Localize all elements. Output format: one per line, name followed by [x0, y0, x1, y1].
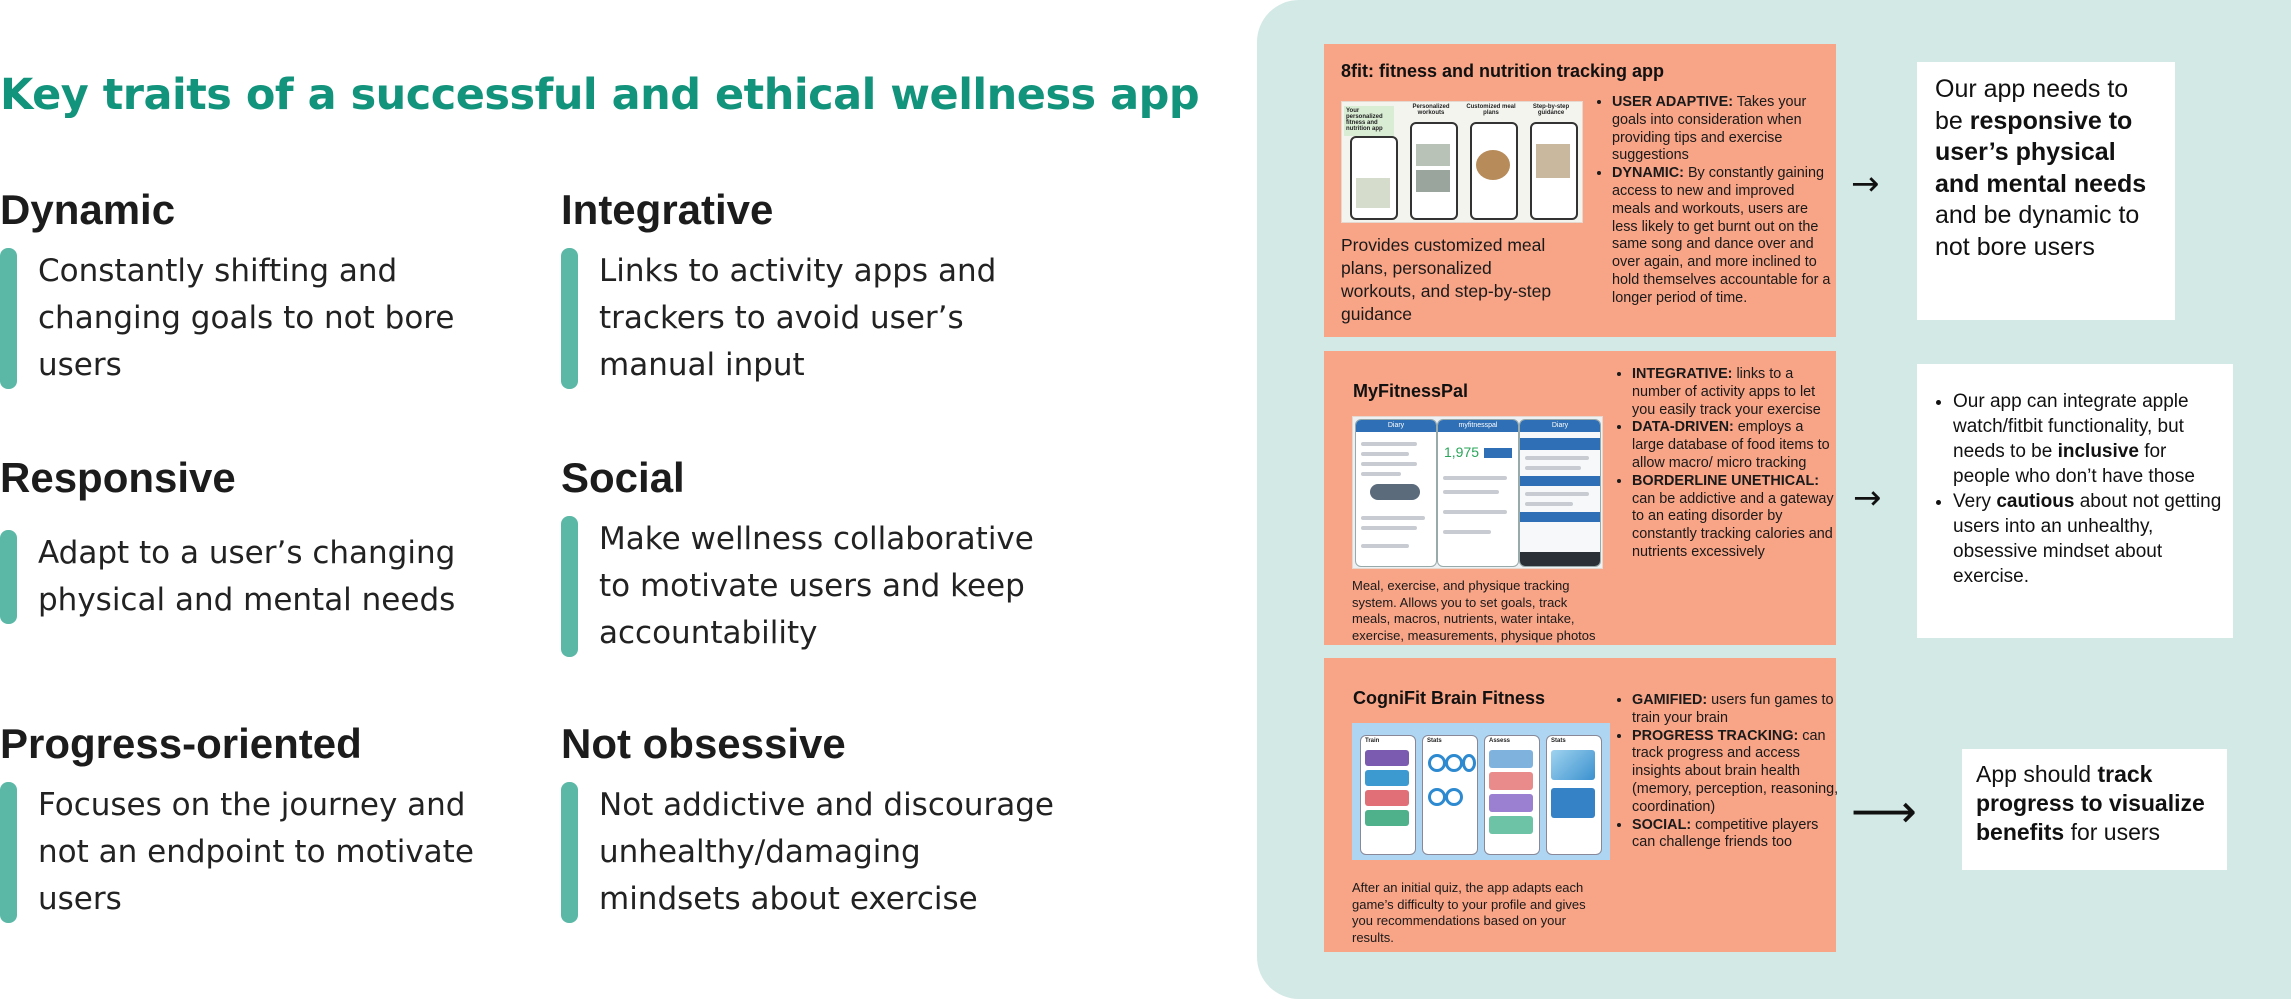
- trait-description: Adapt to a user’s changing physical and …: [38, 535, 456, 618]
- accent-bar: [561, 516, 578, 657]
- app-card-title: CogniFit Brain Fitness: [1353, 688, 1546, 708]
- trait-social: Social Make wellness collaborative to mo…: [561, 454, 1061, 657]
- trait-responsive: Responsive Adapt to a user’s changing ph…: [0, 454, 520, 624]
- app-screenshot: Diary myfitnesspal 1,975 Diary: [1352, 416, 1603, 569]
- app-card-description: After an initial quiz, the app adapts ea…: [1352, 880, 1586, 945]
- screenshot-caption: Personalized workouts: [1412, 104, 1450, 116]
- app-feature-list: USER ADAPTIVE: Takes your goals into con…: [1596, 94, 1834, 308]
- feature-label: GAMIFIED:: [1632, 692, 1708, 708]
- feature-label: DATA-DRIVEN:: [1632, 419, 1734, 436]
- trait-progress-oriented: Progress-oriented Focuses on the journey…: [0, 720, 520, 923]
- arrow-right-icon: →: [1851, 164, 1880, 204]
- trait-heading: Responsive: [0, 454, 236, 501]
- feature-label: USER ADAPTIVE:: [1612, 94, 1733, 110]
- screen-header: Assess: [1489, 738, 1511, 744]
- app-screenshot: Train Stats Assess Stats: [1352, 723, 1610, 860]
- feature-label: DYNAMIC:: [1612, 165, 1684, 182]
- trait-integrative: Integrative Links to activity apps and t…: [561, 186, 1061, 389]
- screen-header: Stats: [1427, 738, 1442, 744]
- trait-dynamic: Dynamic Constantly shifting and changing…: [0, 186, 520, 389]
- takeaway-note-progress: App should track progress to visualize b…: [1962, 749, 2227, 870]
- trait-heading: Progress-oriented: [0, 720, 362, 767]
- feature-item: PROGRESS TRACKING: can track progress an…: [1632, 728, 1844, 817]
- screenshot-caption: Your personalized fitness and nutrition …: [1344, 106, 1394, 136]
- feature-label: PROGRESS TRACKING:: [1632, 727, 1799, 744]
- feature-item: SOCIAL: competitive players can challeng…: [1632, 817, 1844, 853]
- phone-mockup: [1470, 122, 1518, 220]
- app-screenshot: Your personalized fitness and nutrition …: [1341, 101, 1583, 223]
- phone-mockup: Assess: [1484, 735, 1540, 855]
- takeaway-note-responsive: Our app needs to be responsive to user’s…: [1917, 62, 2175, 320]
- phone-mockup: myfitnesspal 1,975: [1437, 419, 1519, 567]
- accent-bar: [0, 782, 17, 923]
- screen-header: Diary: [1356, 420, 1436, 432]
- app-card-title: 8fit: fitness and nutrition tracking app: [1341, 61, 1665, 81]
- phone-mockup: Stats: [1422, 735, 1478, 855]
- feature-text: competitive players can challenge friend…: [1632, 816, 1819, 851]
- feature-item: USER ADAPTIVE: Takes your goals into con…: [1612, 94, 1834, 165]
- app-card-cognifit: CogniFit Brain Fitness Train Stats Asses…: [1324, 658, 1838, 952]
- phone-mockup: Diary: [1519, 419, 1601, 567]
- trait-heading: Integrative: [561, 186, 774, 233]
- trait-heading: Dynamic: [0, 186, 176, 233]
- trait-heading: Not obsessive: [561, 720, 846, 767]
- feature-label: INTEGRATIVE:: [1632, 366, 1733, 382]
- feature-label: BORDERLINE UNETHICAL:: [1632, 472, 1820, 489]
- feature-item: BORDERLINE UNETHICAL: can be addictive a…: [1632, 473, 1838, 562]
- takeaway-note-integrative: Our app can integrate apple watch/fitbit…: [1917, 364, 2233, 638]
- screen-header: Stats: [1551, 738, 1566, 744]
- feature-item: DYNAMIC: By constantly gaining access to…: [1612, 165, 1834, 307]
- phone-mockup: Stats: [1546, 735, 1602, 855]
- trait-not-obsessive: Not obsessive Not addictive and discoura…: [561, 720, 1061, 923]
- screenshot-caption: Step-by-step guidance: [1532, 104, 1570, 116]
- phone-mockup: Diary: [1355, 419, 1437, 567]
- feature-text: By constantly gaining access to new and …: [1612, 165, 1831, 306]
- screen-header: myfitnesspal: [1438, 420, 1518, 432]
- accent-bar: [561, 248, 578, 389]
- screen-header: Train: [1365, 738, 1380, 744]
- feature-item: GAMIFIED: users fun games to train your …: [1632, 692, 1844, 728]
- screen-header: Diary: [1520, 420, 1600, 432]
- phone-mockup: Train: [1360, 735, 1416, 855]
- screenshot-caption: Customized meal plans: [1466, 104, 1516, 116]
- trait-description: Focuses on the journey and not an endpoi…: [38, 787, 474, 917]
- accent-bar: [0, 248, 17, 389]
- phone-mockup: [1530, 122, 1578, 220]
- accent-bar: [561, 782, 578, 923]
- accent-bar: [0, 530, 17, 624]
- trait-description: Constantly shifting and changing goals t…: [38, 253, 455, 383]
- feature-item: DATA-DRIVEN: employs a large database of…: [1632, 419, 1838, 472]
- note-item: Our app can integrate apple watch/fitbit…: [1953, 389, 2223, 489]
- phone-mockup: [1410, 122, 1458, 220]
- feature-text: Takes your goals into consideration when…: [1612, 94, 1807, 164]
- trait-heading: Social: [561, 454, 685, 501]
- trait-description: Not addictive and discourage unhealthy/d…: [599, 787, 1054, 917]
- arrow-right-icon: ⟶: [1851, 784, 1917, 838]
- app-card-description: Provides customized meal plans, personal…: [1341, 235, 1552, 324]
- feature-label: SOCIAL:: [1632, 816, 1692, 833]
- app-card-myfitnesspal: MyFitnessPal Diary myfitnesspal 1,975 Di…: [1324, 351, 1836, 645]
- app-feature-list: GAMIFIED: users fun games to train your …: [1616, 692, 1844, 852]
- trait-description: Make wellness collaborative to motivate …: [599, 521, 1034, 651]
- feature-text: links to a number of activity apps to le…: [1632, 366, 1821, 418]
- app-card-description: Meal, exercise, and physique tracking sy…: [1352, 578, 1596, 643]
- feature-item: INTEGRATIVE: links to a number of activi…: [1632, 366, 1838, 419]
- page-title: Key traits of a successful and ethical w…: [0, 70, 1200, 120]
- feature-text: employs a large database of food items t…: [1632, 419, 1830, 471]
- note-item: Very cautious about not getting users in…: [1953, 489, 2223, 589]
- phone-mockup: [1350, 136, 1398, 220]
- app-feature-list: INTEGRATIVE: links to a number of activi…: [1616, 366, 1838, 562]
- app-card-8fit: 8fit: fitness and nutrition tracking app…: [1324, 44, 1836, 337]
- feature-text: can be addictive and a gateway to an eat…: [1632, 490, 1834, 560]
- feature-text: users fun games to train your brain: [1632, 692, 1834, 726]
- app-card-title: MyFitnessPal: [1353, 381, 1469, 401]
- arrow-right-icon: →: [1853, 478, 1882, 518]
- feature-text: can track progress and access insights a…: [1632, 727, 1839, 815]
- trait-description: Links to activity apps and trackers to a…: [599, 253, 997, 383]
- calorie-count: 1,975: [1444, 444, 1480, 460]
